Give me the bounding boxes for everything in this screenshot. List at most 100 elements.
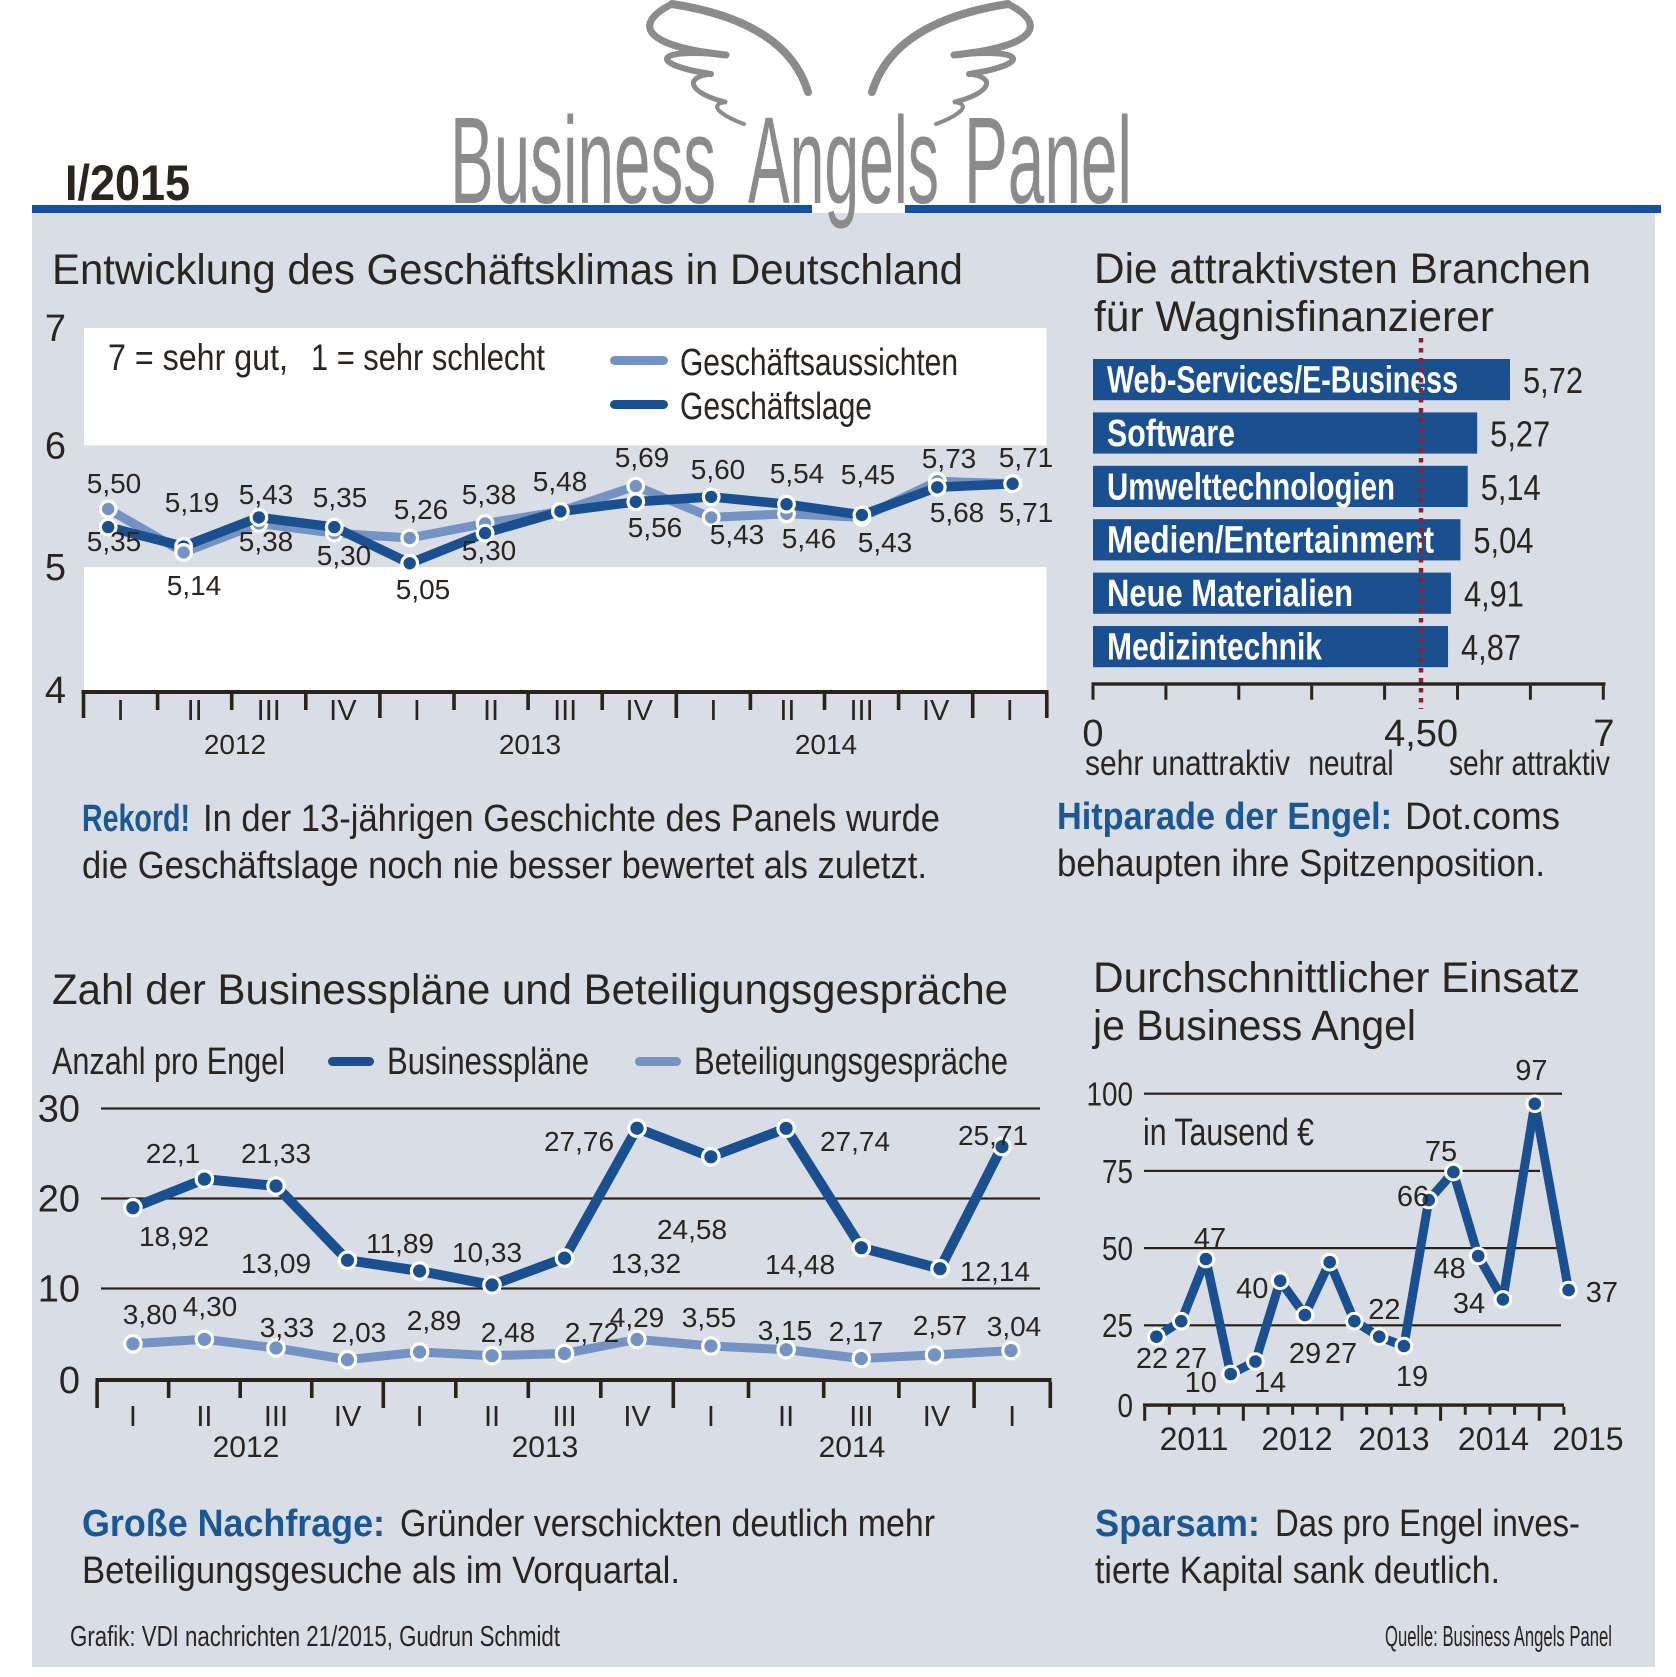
svg-text:I/2015: I/2015 [65,155,190,211]
svg-text:10,33: 10,33 [452,1237,522,1268]
svg-text:2,89: 2,89 [407,1305,462,1336]
svg-text:10: 10 [1185,1367,1217,1399]
svg-text:50: 50 [1102,1230,1133,1267]
svg-text:37: 37 [1586,1277,1618,1309]
svg-text:0: 0 [59,1360,80,1402]
svg-text:2015: 2015 [1552,1421,1623,1457]
svg-text:IV: IV [623,1401,651,1433]
svg-text:2,17: 2,17 [829,1316,884,1347]
svg-text:14: 14 [1254,1367,1286,1399]
svg-text:11,89: 11,89 [366,1228,434,1259]
svg-text:19: 19 [1396,1361,1428,1393]
svg-text:Software: Software [1107,413,1235,455]
svg-text:5,60: 5,60 [691,454,746,485]
svg-text:5,30: 5,30 [317,540,372,571]
svg-text:I: I [117,695,125,727]
svg-text:10: 10 [38,1268,80,1310]
svg-text:5,35: 5,35 [87,526,142,557]
svg-text:sehr unattraktiv: sehr unattraktiv [1085,744,1290,783]
svg-text:13,32: 13,32 [611,1248,681,1279]
svg-text:in Tausend €: in Tausend € [1143,1112,1314,1154]
svg-text:6: 6 [45,425,66,467]
svg-text:2014: 2014 [795,729,857,760]
svg-text:II: II [196,1401,212,1433]
svg-text:25: 25 [1102,1307,1133,1344]
svg-text:75: 75 [1425,1136,1457,1168]
svg-text:Anzahl pro Engel: Anzahl pro Engel [52,1041,285,1083]
svg-text:20: 20 [38,1178,80,1220]
svg-text:5,45: 5,45 [841,459,896,490]
svg-text:5,30: 5,30 [462,535,517,566]
svg-text:5,38: 5,38 [462,479,517,510]
svg-text:III: III [849,1401,873,1433]
svg-text:30: 30 [38,1088,80,1130]
svg-text:40: 40 [1236,1273,1268,1305]
svg-text:7: 7 [45,308,66,350]
svg-text:47: 47 [1194,1223,1226,1255]
svg-text:4,30: 4,30 [183,1291,238,1322]
svg-text:5,43: 5,43 [239,479,294,510]
svg-text:behaupten ihre Spitzenposition: behaupten ihre Spitzenposition. [1057,843,1545,885]
svg-text:0: 0 [1082,713,1103,755]
svg-text:2014: 2014 [819,1431,886,1464]
svg-text:13,09: 13,09 [241,1248,311,1279]
svg-text:5,14: 5,14 [167,570,222,601]
svg-text:22: 22 [1136,1343,1168,1375]
svg-text:1 = sehr schlecht: 1 = sehr schlecht [311,337,546,378]
svg-text:3,80: 3,80 [123,1299,178,1330]
svg-text:5,35: 5,35 [313,482,368,513]
svg-text:5,05: 5,05 [396,574,451,605]
svg-text:4,91: 4,91 [1464,574,1524,615]
svg-text:34: 34 [1453,1288,1485,1320]
svg-text:3,04: 3,04 [987,1311,1042,1342]
svg-text:IV: IV [329,695,357,727]
svg-text:Neue Materialien: Neue Materialien [1107,573,1353,615]
svg-text:27,76: 27,76 [544,1126,614,1157]
svg-text:II: II [779,695,795,727]
svg-text:100: 100 [1087,1076,1134,1113]
svg-text:für Wagnisfinanzierer: für Wagnisfinanzierer [1094,293,1494,341]
svg-text:5,19: 5,19 [165,487,220,518]
svg-text:IV: IV [626,695,654,727]
svg-text:Die attraktivsten Branchen: Die attraktivsten Branchen [1094,245,1591,293]
svg-text:5,73: 5,73 [922,443,977,474]
svg-text:5,72: 5,72 [1523,360,1583,401]
svg-text:5,26: 5,26 [394,494,449,525]
svg-text:I: I [416,1401,424,1433]
svg-text:Beteiligungsgesuche als im Vor: Beteiligungsgesuche als im Vorquartal. [82,1550,680,1592]
svg-text:IV: IV [922,695,950,727]
svg-text:22: 22 [1368,1294,1400,1326]
svg-text:3,55: 3,55 [682,1302,737,1333]
svg-text:4,87: 4,87 [1461,627,1521,668]
svg-text:tierte Kapital sank deutlich.: tierte Kapital sank deutlich. [1095,1550,1500,1592]
svg-text:Hitparade der Engel:: Hitparade der Engel: [1057,796,1392,838]
svg-text:27: 27 [1325,1338,1357,1370]
svg-text:Sparsam:: Sparsam: [1095,1503,1260,1545]
svg-text:III: III [553,695,577,727]
svg-text:14,48: 14,48 [765,1249,835,1280]
svg-text:5,04: 5,04 [1473,520,1533,561]
svg-text:IV: IV [923,1401,951,1433]
svg-text:27,74: 27,74 [820,1126,890,1157]
svg-text:III: III [552,1401,576,1433]
svg-text:2012: 2012 [213,1431,280,1464]
svg-text:Umwelttechnologien: Umwelttechnologien [1107,466,1395,508]
svg-text:Das pro Engel inves-: Das pro Engel inves- [1275,1503,1580,1545]
svg-text:je Business Angel: je Business Angel [1091,1002,1416,1050]
svg-text:24,58: 24,58 [657,1214,727,1245]
svg-text:I: I [413,695,421,727]
svg-text:2014: 2014 [1458,1421,1529,1457]
svg-text:Businesspläne: Businesspläne [387,1041,589,1083]
svg-text:Durchschnittlicher Einsatz: Durchschnittlicher Einsatz [1093,954,1580,1002]
svg-text:III: III [257,695,281,727]
svg-text:Entwicklung des Geschäftsklima: Entwicklung des Geschäftsklimas in Deuts… [52,246,963,294]
svg-text:2,72: 2,72 [565,1317,620,1348]
svg-text:Geschäftsaussichten: Geschäftsaussichten [680,342,958,384]
svg-text:3,15: 3,15 [758,1315,813,1346]
svg-text:4: 4 [45,670,66,712]
svg-text:5: 5 [45,547,66,589]
svg-text:I: I [1006,695,1014,727]
svg-text:2,57: 2,57 [913,1310,968,1341]
svg-text:5,54: 5,54 [770,458,825,489]
svg-text:7: 7 [1593,713,1614,755]
